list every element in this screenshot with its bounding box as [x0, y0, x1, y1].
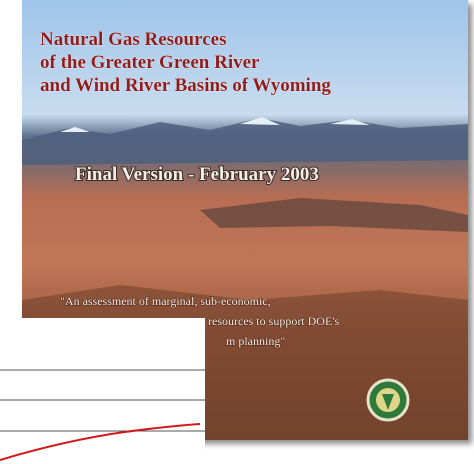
edition: Final Version - February 2003	[75, 164, 319, 185]
title-line: and Wind River Basins of Wyoming	[40, 75, 331, 96]
quote-line: resources to support DOE's	[208, 314, 339, 328]
page: {"cover": { "title_lines": ["Natural Gas…	[0, 0, 474, 464]
doe-logo	[368, 380, 408, 420]
screenshot: Natural Gas Resources of the Greater Gre…	[0, 0, 474, 464]
quote-line: m planning"	[226, 334, 285, 348]
title-line: of the Greater Green River	[40, 52, 260, 73]
quote-line: "An assessment of marginal, sub-economic…	[60, 294, 271, 308]
chart-fragment	[0, 318, 205, 464]
title-line: Natural Gas Resources	[40, 29, 226, 50]
chart-panel	[0, 318, 205, 464]
